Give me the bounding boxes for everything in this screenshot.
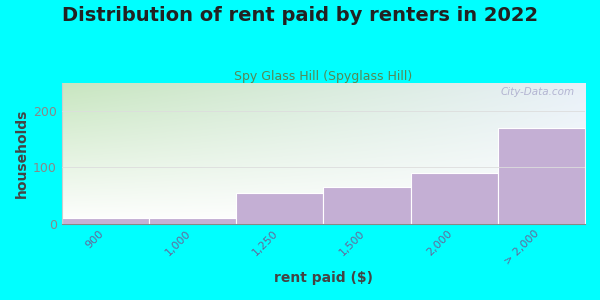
Y-axis label: households: households	[15, 109, 29, 198]
X-axis label: rent paid ($): rent paid ($)	[274, 271, 373, 285]
Bar	[62, 218, 149, 224]
Bar	[410, 173, 498, 224]
Bar	[323, 187, 410, 224]
Bar	[498, 128, 585, 224]
Bar	[236, 193, 323, 224]
Text: City-Data.com: City-Data.com	[500, 87, 575, 97]
Text: Distribution of rent paid by renters in 2022: Distribution of rent paid by renters in …	[62, 6, 538, 25]
Bar	[149, 218, 236, 224]
Title: Spy Glass Hill (Spyglass Hill): Spy Glass Hill (Spyglass Hill)	[235, 70, 413, 83]
